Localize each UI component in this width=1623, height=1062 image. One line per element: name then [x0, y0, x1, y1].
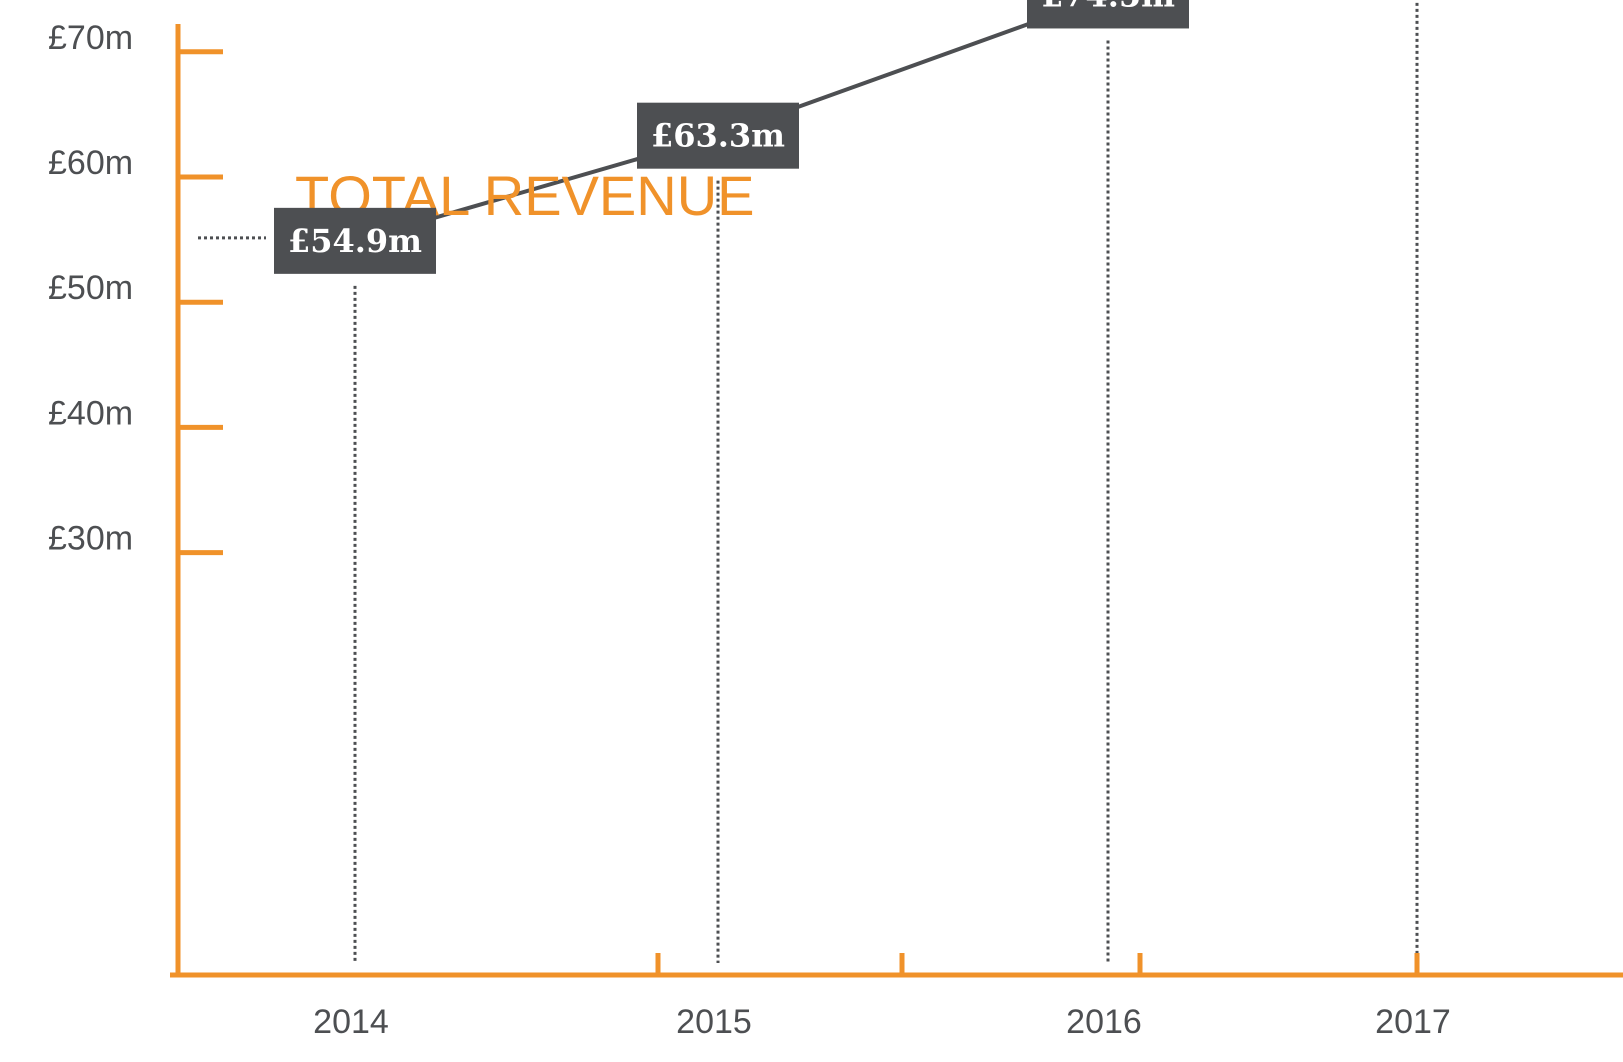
- data-label-box: [637, 102, 799, 169]
- x-tick-label: 2017: [1375, 1003, 1451, 1041]
- x-tick-label: 2015: [676, 1003, 752, 1041]
- dotted-guide-lines: [198, 0, 1419, 963]
- y-tick-label: £40m: [48, 394, 133, 432]
- axis-ticks: £30m£40m£50m£60m£70m£80m£90m201420152016…: [48, 19, 1451, 1041]
- y-tick-label: £60m: [48, 144, 133, 182]
- x-tick-label: 2014: [313, 1003, 389, 1041]
- data-labels: £54.9m£63.3m£74.5m£91.4m: [274, 0, 1189, 274]
- axes: [170, 24, 1623, 978]
- data-label-box: [274, 207, 436, 274]
- y-tick-label: £70m: [48, 19, 133, 57]
- y-tick-label: £30m: [48, 520, 133, 558]
- series-line: [354, 0, 1102, 243]
- x-tick-label: 2016: [1066, 1003, 1142, 1041]
- data-label: £63.3m: [651, 117, 785, 155]
- revenue-series: [354, 0, 1102, 243]
- data-label: £74.5m: [1041, 0, 1175, 14]
- data-label: £54.9m: [288, 222, 422, 260]
- y-tick-label: £50m: [48, 269, 133, 307]
- data-label-box: [1027, 0, 1189, 29]
